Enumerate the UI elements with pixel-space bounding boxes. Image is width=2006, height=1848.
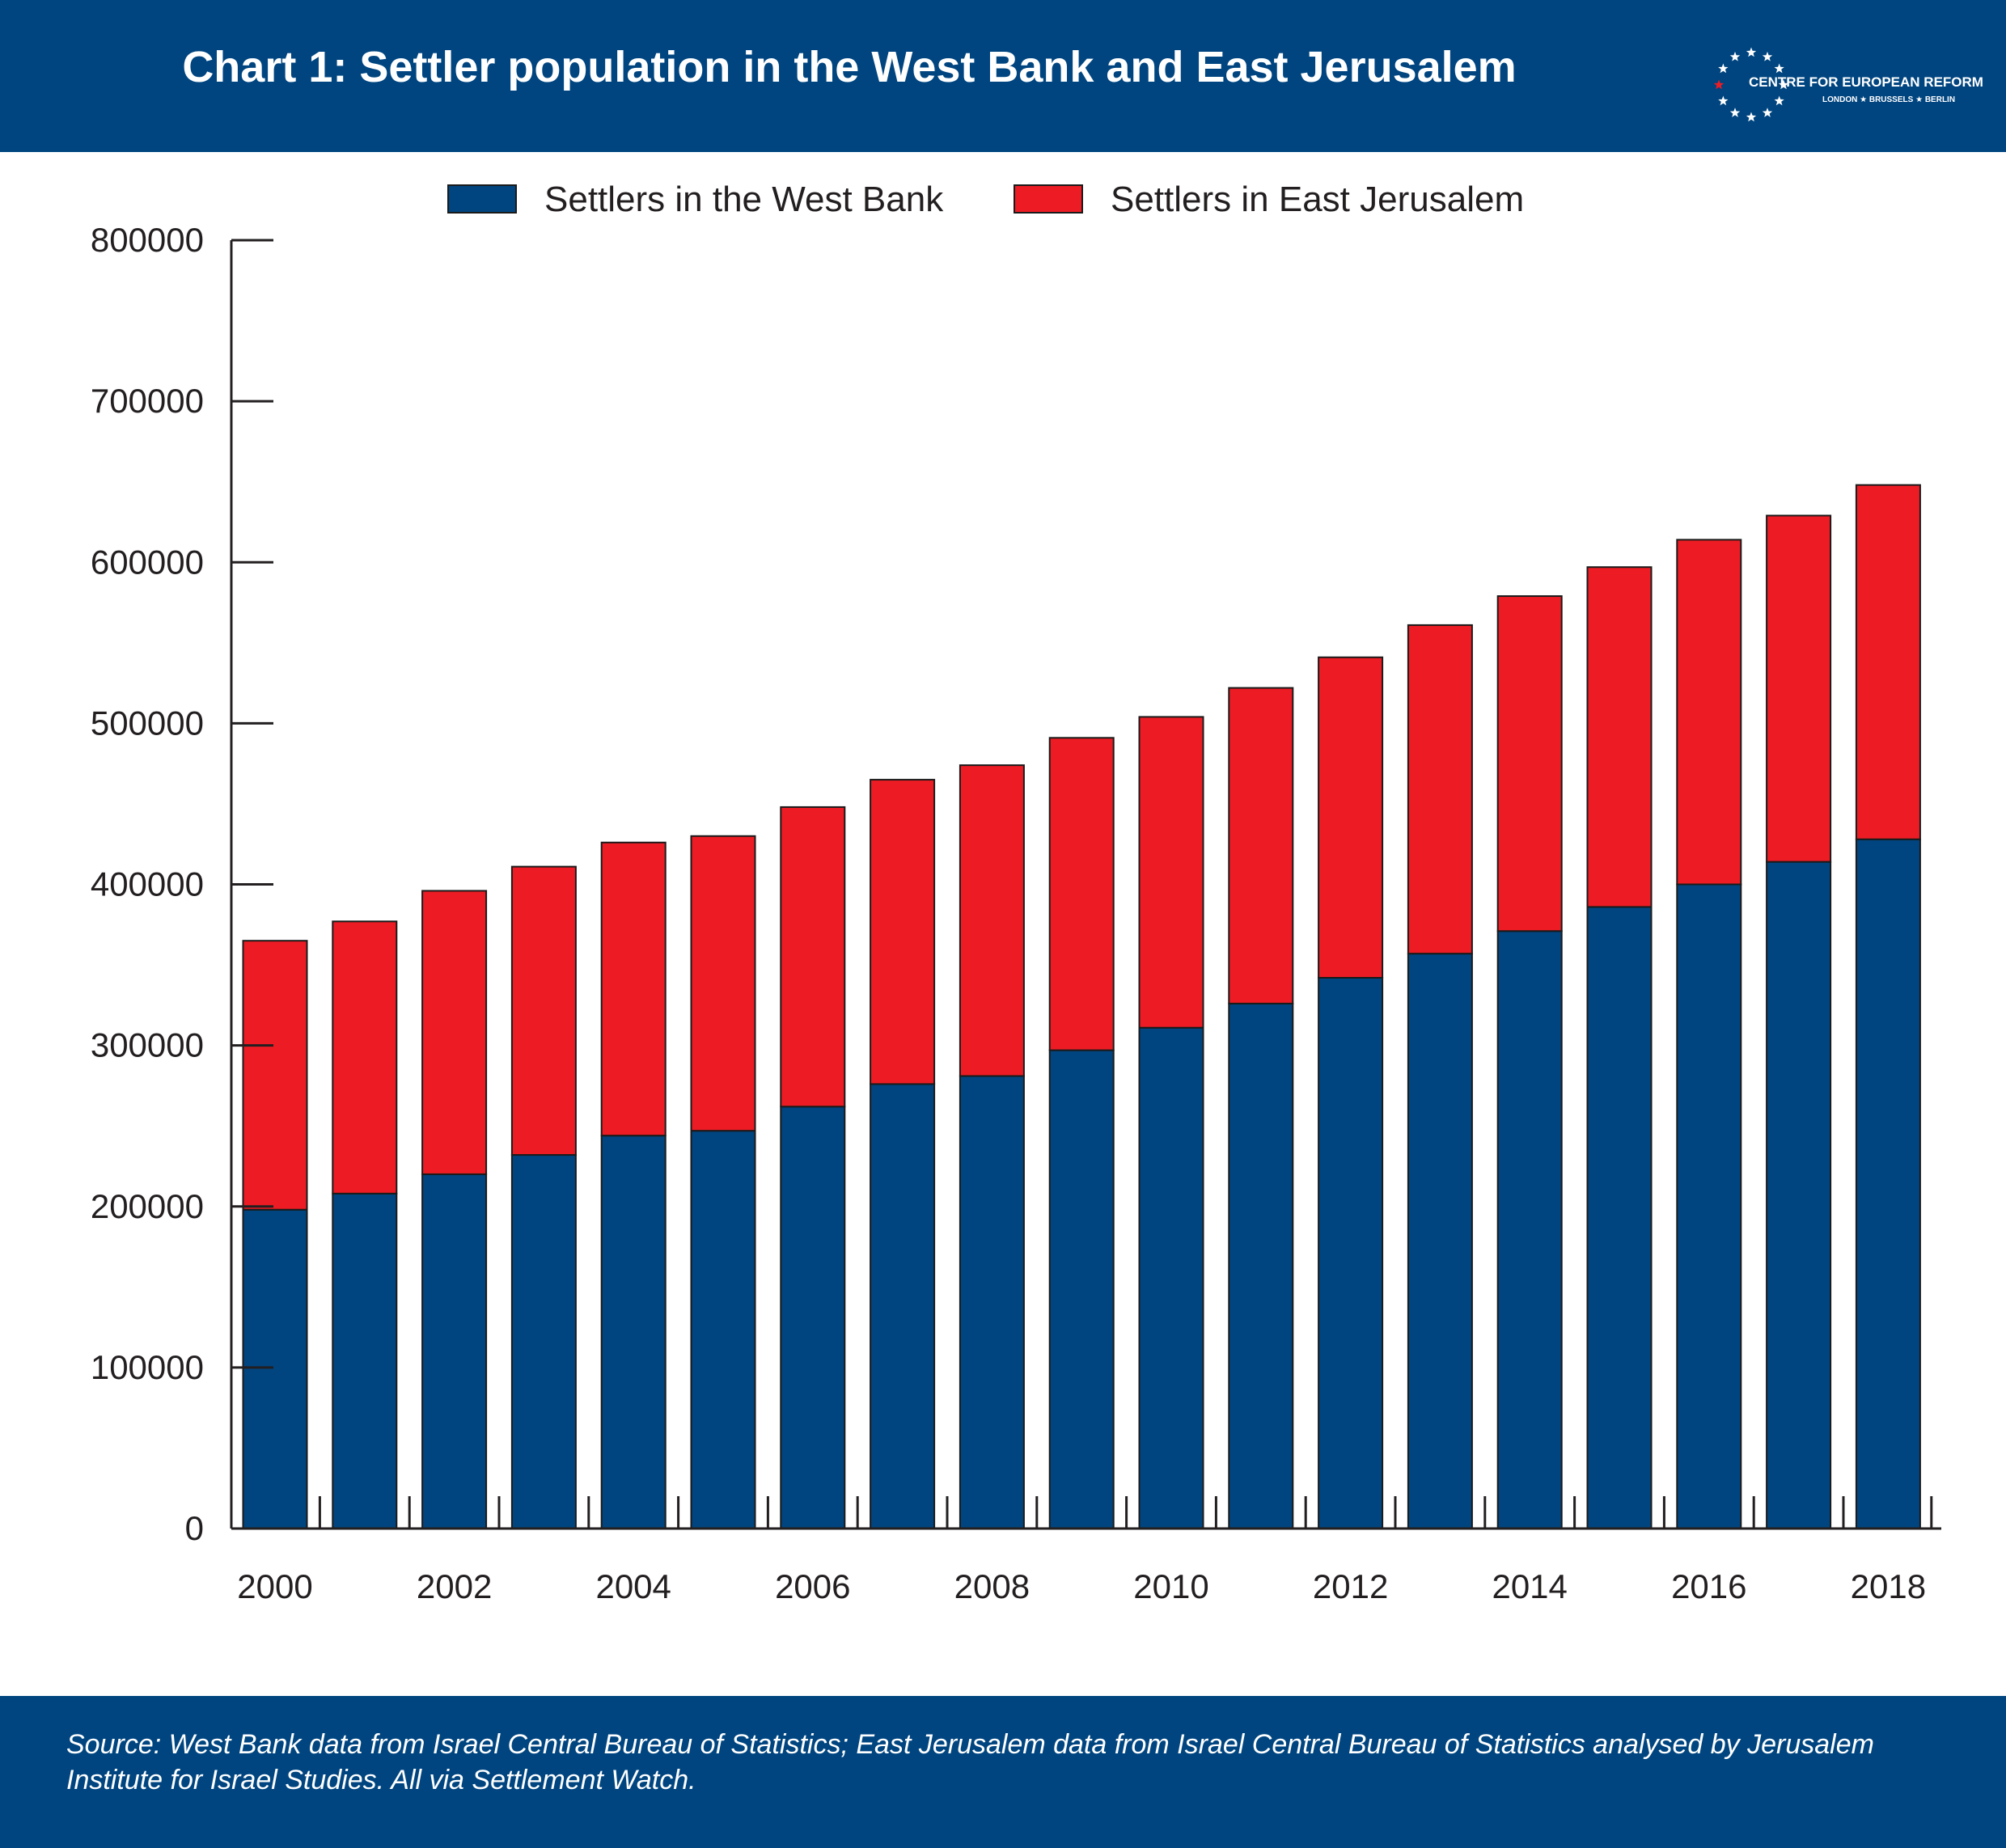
bar-east-jerusalem-2014 bbox=[1496, 595, 1563, 932]
bar-east-jerusalem-2016 bbox=[1676, 539, 1742, 886]
x-tick-label: 2012 bbox=[1313, 1567, 1388, 1605]
logo-cities: LONDON ★ BRUSSELS ★ BERLIN bbox=[1822, 95, 1956, 104]
bar-west-bank-2009 bbox=[1048, 1049, 1115, 1529]
logo-star-icon bbox=[1762, 51, 1773, 61]
bar-west-bank-2016 bbox=[1676, 883, 1742, 1529]
logo-star-icon bbox=[1718, 63, 1729, 74]
bar-east-jerusalem-2001 bbox=[332, 920, 398, 1195]
bar-west-bank-2007 bbox=[870, 1083, 936, 1530]
footer-bar: Source: West Bank data from Israel Centr… bbox=[0, 1696, 2006, 1848]
logo-star-icon bbox=[1713, 79, 1725, 90]
bar-east-jerusalem-2013 bbox=[1407, 624, 1473, 955]
chart-legend: Settlers in the West Bank Settlers in Ea… bbox=[0, 168, 2006, 225]
x-tick-label: 2006 bbox=[775, 1567, 850, 1605]
y-tick-label: 500000 bbox=[91, 704, 204, 742]
y-tick-label: 600000 bbox=[91, 543, 204, 581]
logo-star-icon bbox=[1729, 108, 1741, 117]
y-tick-label: 200000 bbox=[91, 1187, 204, 1225]
bar-east-jerusalem-2018 bbox=[1855, 484, 1921, 840]
x-tick-label: 2016 bbox=[1671, 1567, 1746, 1605]
y-tick-label: 800000 bbox=[91, 221, 204, 259]
y-tick-label: 100000 bbox=[91, 1348, 204, 1386]
bar-east-jerusalem-2012 bbox=[1318, 656, 1384, 979]
bar-east-jerusalem-2005 bbox=[690, 835, 756, 1132]
bars-layer bbox=[242, 484, 1921, 1530]
bar-west-bank-2013 bbox=[1407, 953, 1473, 1529]
axes-layer bbox=[230, 239, 1941, 1530]
bar-west-bank-2004 bbox=[600, 1135, 667, 1529]
bar-west-bank-2002 bbox=[421, 1173, 488, 1530]
y-tick-label: 0 bbox=[185, 1509, 204, 1547]
legend-label-east-jerusalem: Settlers in East Jerusalem bbox=[1111, 180, 1525, 219]
y-tick-label: 700000 bbox=[91, 382, 204, 420]
bar-east-jerusalem-2011 bbox=[1228, 687, 1294, 1004]
bar-west-bank-2001 bbox=[332, 1192, 398, 1529]
logo-star-icon bbox=[1778, 79, 1789, 90]
x-tick-label: 2004 bbox=[595, 1567, 671, 1605]
bar-east-jerusalem-2008 bbox=[959, 764, 1025, 1077]
bar-west-bank-2000 bbox=[242, 1208, 308, 1530]
logo-star-icon bbox=[1718, 95, 1729, 106]
legend-swatch-west-bank bbox=[447, 184, 517, 214]
logo-star-icon bbox=[1729, 51, 1741, 61]
legend-swatch-east-jerusalem bbox=[1014, 184, 1083, 214]
logo-star-icon bbox=[1762, 108, 1773, 117]
logo-star-icon bbox=[1774, 95, 1784, 106]
x-tick-label: 2010 bbox=[1133, 1567, 1208, 1605]
bar-east-jerusalem-2003 bbox=[510, 865, 577, 1157]
bar-west-bank-2005 bbox=[690, 1130, 756, 1529]
bar-west-bank-2010 bbox=[1138, 1026, 1204, 1529]
x-tick-label: 2002 bbox=[417, 1567, 492, 1605]
x-tick-label: 2000 bbox=[237, 1567, 312, 1605]
bar-west-bank-2012 bbox=[1318, 976, 1384, 1530]
bar-west-bank-2015 bbox=[1586, 906, 1653, 1529]
bar-west-bank-2017 bbox=[1766, 861, 1832, 1530]
bar-west-bank-2011 bbox=[1228, 1002, 1294, 1530]
header-bar: Chart 1: Settler population in the West … bbox=[0, 0, 2006, 152]
y-tick-label: 400000 bbox=[91, 865, 204, 903]
star-ring-icon bbox=[1713, 47, 1789, 122]
legend-label-west-bank: Settlers in the West Bank bbox=[544, 180, 944, 219]
bar-east-jerusalem-2007 bbox=[870, 779, 936, 1085]
bar-east-jerusalem-2002 bbox=[421, 890, 488, 1175]
bar-west-bank-2006 bbox=[780, 1106, 846, 1529]
x-tick-label: 2018 bbox=[1851, 1567, 1926, 1605]
y-tick-label: 300000 bbox=[91, 1026, 204, 1064]
logo-star-icon bbox=[1746, 47, 1757, 57]
source-note: Source: West Bank data from Israel Centr… bbox=[66, 1729, 1874, 1795]
logo-name: CENTRE FOR EUROPEAN REFORM bbox=[1749, 74, 1983, 90]
bar-west-bank-2008 bbox=[959, 1075, 1025, 1529]
bar-west-bank-2014 bbox=[1496, 930, 1563, 1529]
logo-star-icon bbox=[1774, 63, 1784, 74]
bar-east-jerusalem-2015 bbox=[1586, 566, 1653, 908]
stacked-bar-chart: 0 100000 200000 300000 400000 500000 600000 700… bbox=[91, 221, 1941, 1605]
bar-west-bank-2003 bbox=[510, 1154, 577, 1530]
bar-east-jerusalem-2009 bbox=[1048, 737, 1115, 1051]
x-tick-label: 2008 bbox=[954, 1567, 1030, 1605]
bar-east-jerusalem-2010 bbox=[1138, 716, 1204, 1029]
bar-east-jerusalem-2004 bbox=[600, 841, 667, 1137]
bar-east-jerusalem-2006 bbox=[780, 806, 846, 1108]
bar-east-jerusalem-2017 bbox=[1766, 514, 1832, 863]
cer-logo: CENTRE FOR EUROPEAN REFORM LONDON ★ BRUS… bbox=[1707, 40, 1983, 129]
logo-star-icon bbox=[1746, 112, 1757, 122]
bar-east-jerusalem-2000 bbox=[242, 940, 308, 1211]
x-tick-label: 2014 bbox=[1492, 1567, 1567, 1605]
bar-west-bank-2018 bbox=[1855, 838, 1921, 1529]
chart-title: Chart 1: Settler population in the West … bbox=[182, 43, 1517, 91]
tick-labels-layer: 0 100000 200000 300000 400000 500000 600000 700… bbox=[91, 221, 1926, 1605]
